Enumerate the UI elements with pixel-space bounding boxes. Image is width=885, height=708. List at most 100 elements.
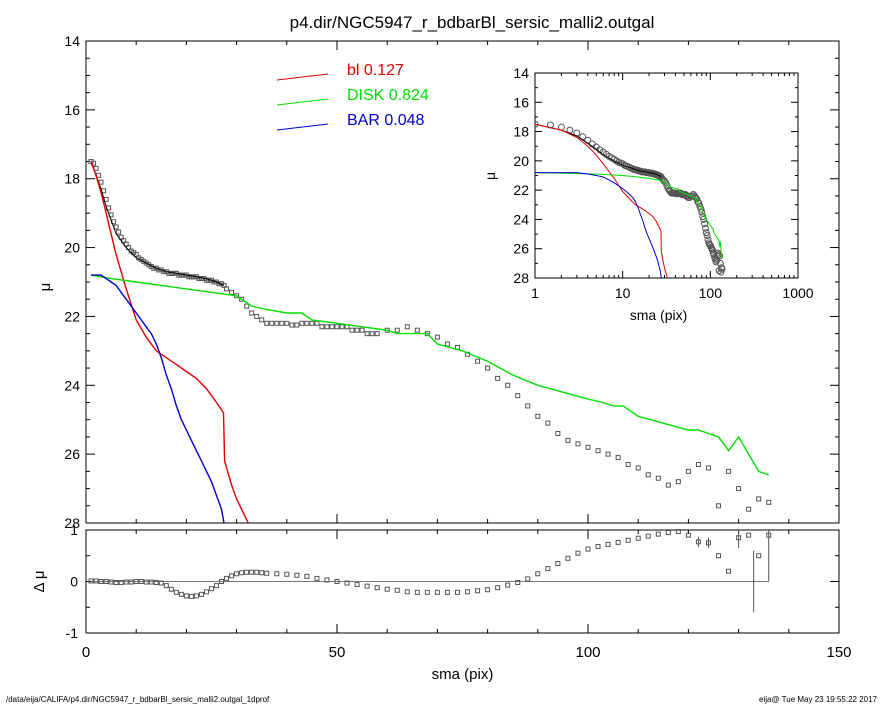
residual-point xyxy=(414,589,420,595)
bl-line xyxy=(90,161,250,523)
residual-point xyxy=(168,586,174,592)
data-point xyxy=(766,499,772,505)
inset-y-tick-label: 28 xyxy=(513,270,529,286)
residual-point xyxy=(575,550,581,556)
residual-point xyxy=(716,553,722,559)
residual-x-tick-label: 0 xyxy=(82,644,90,661)
data-point xyxy=(314,320,320,326)
data-point xyxy=(655,475,661,481)
residual-point xyxy=(138,579,144,584)
data-point xyxy=(289,322,295,328)
data-point xyxy=(98,179,104,185)
data-point xyxy=(726,468,732,474)
residual-point xyxy=(605,541,611,547)
data-point xyxy=(329,324,335,330)
data-point xyxy=(133,251,139,257)
residual-point xyxy=(239,570,245,576)
residual-point xyxy=(118,580,124,586)
data-point xyxy=(485,365,491,371)
data-point xyxy=(555,430,561,436)
legend-entry: BAR 0.048 xyxy=(347,112,424,129)
residual-point xyxy=(163,583,169,589)
data-point xyxy=(168,270,174,276)
legend-entry: DISK 0.824 xyxy=(347,87,429,104)
inset-x-tick-label: 1 xyxy=(531,285,539,301)
residual-point xyxy=(665,530,671,536)
data-point xyxy=(269,320,275,326)
data-point xyxy=(746,506,752,512)
data-point xyxy=(434,334,440,340)
residual-point xyxy=(103,579,109,584)
residual-point xyxy=(188,593,194,599)
residual-point xyxy=(98,579,104,584)
residual-point xyxy=(585,546,591,552)
disk-line xyxy=(90,274,769,476)
data-point xyxy=(188,274,194,280)
residual-point xyxy=(465,589,471,595)
residual-point xyxy=(444,589,450,595)
main-y-axis-label: μ xyxy=(37,283,54,292)
main-panel: 14 16 18 20 22 24 26 28 μ bl 0.127 DISK 0.824 BAR 0… xyxy=(37,33,840,531)
residual-point xyxy=(249,569,255,575)
inset-data-point xyxy=(701,224,709,232)
data-point xyxy=(166,270,172,276)
residual-point xyxy=(555,560,561,566)
residual-point xyxy=(645,533,651,539)
data-point xyxy=(374,331,380,337)
inset-data-point xyxy=(716,252,724,260)
data-point xyxy=(304,320,310,326)
data-point xyxy=(274,320,280,326)
data-point xyxy=(264,320,270,326)
residual-point xyxy=(655,531,661,537)
residual-point xyxy=(525,576,531,582)
residual-point xyxy=(685,532,691,538)
legend-swatch xyxy=(276,73,329,81)
inset-plot-frame xyxy=(534,72,799,279)
inset-bl-line xyxy=(535,123,668,278)
data-point xyxy=(324,324,330,330)
residual-point xyxy=(153,580,159,586)
residual-point xyxy=(625,537,631,543)
x-axis-label: sma (pix) xyxy=(432,666,494,683)
residual-point xyxy=(705,540,711,546)
data-point xyxy=(186,274,192,280)
inset-data-point xyxy=(713,252,721,260)
main-plot-area xyxy=(88,159,772,523)
residual-point xyxy=(424,589,430,595)
residual-point xyxy=(254,569,260,575)
residual-point xyxy=(314,575,320,581)
residual-point xyxy=(209,586,214,592)
residual-point xyxy=(495,585,501,591)
inset-bar-line xyxy=(535,172,662,278)
data-point xyxy=(249,310,255,316)
data-point xyxy=(675,479,681,485)
inset-y-tick-label: 14 xyxy=(513,65,529,81)
data-point xyxy=(444,341,450,347)
inset-x-tick-label: 10 xyxy=(615,285,631,301)
data-point xyxy=(394,327,400,333)
data-point xyxy=(224,286,230,292)
inset-x-tick-label: 1000 xyxy=(782,285,813,301)
residual-point xyxy=(454,589,460,595)
residual-x-tick-label: 150 xyxy=(826,644,851,661)
data-point xyxy=(339,324,345,330)
data-point xyxy=(254,313,260,319)
residual-point xyxy=(354,582,360,588)
residual-point xyxy=(364,583,370,589)
data-point xyxy=(535,413,541,419)
inset-y-tick-label: 18 xyxy=(513,124,529,140)
data-point xyxy=(525,403,531,409)
main-y-tick-label: 18 xyxy=(64,171,80,187)
residual-point xyxy=(93,578,99,584)
data-point xyxy=(369,331,375,337)
data-point xyxy=(736,486,742,492)
data-point xyxy=(685,468,691,474)
residual-point xyxy=(244,569,250,575)
residual-point xyxy=(374,585,380,591)
residual-point xyxy=(143,579,149,585)
inset-y-tick-label: 20 xyxy=(513,153,529,169)
residual-point xyxy=(595,543,601,549)
residual-point xyxy=(234,571,240,577)
main-y-tick-label: 14 xyxy=(64,33,80,49)
